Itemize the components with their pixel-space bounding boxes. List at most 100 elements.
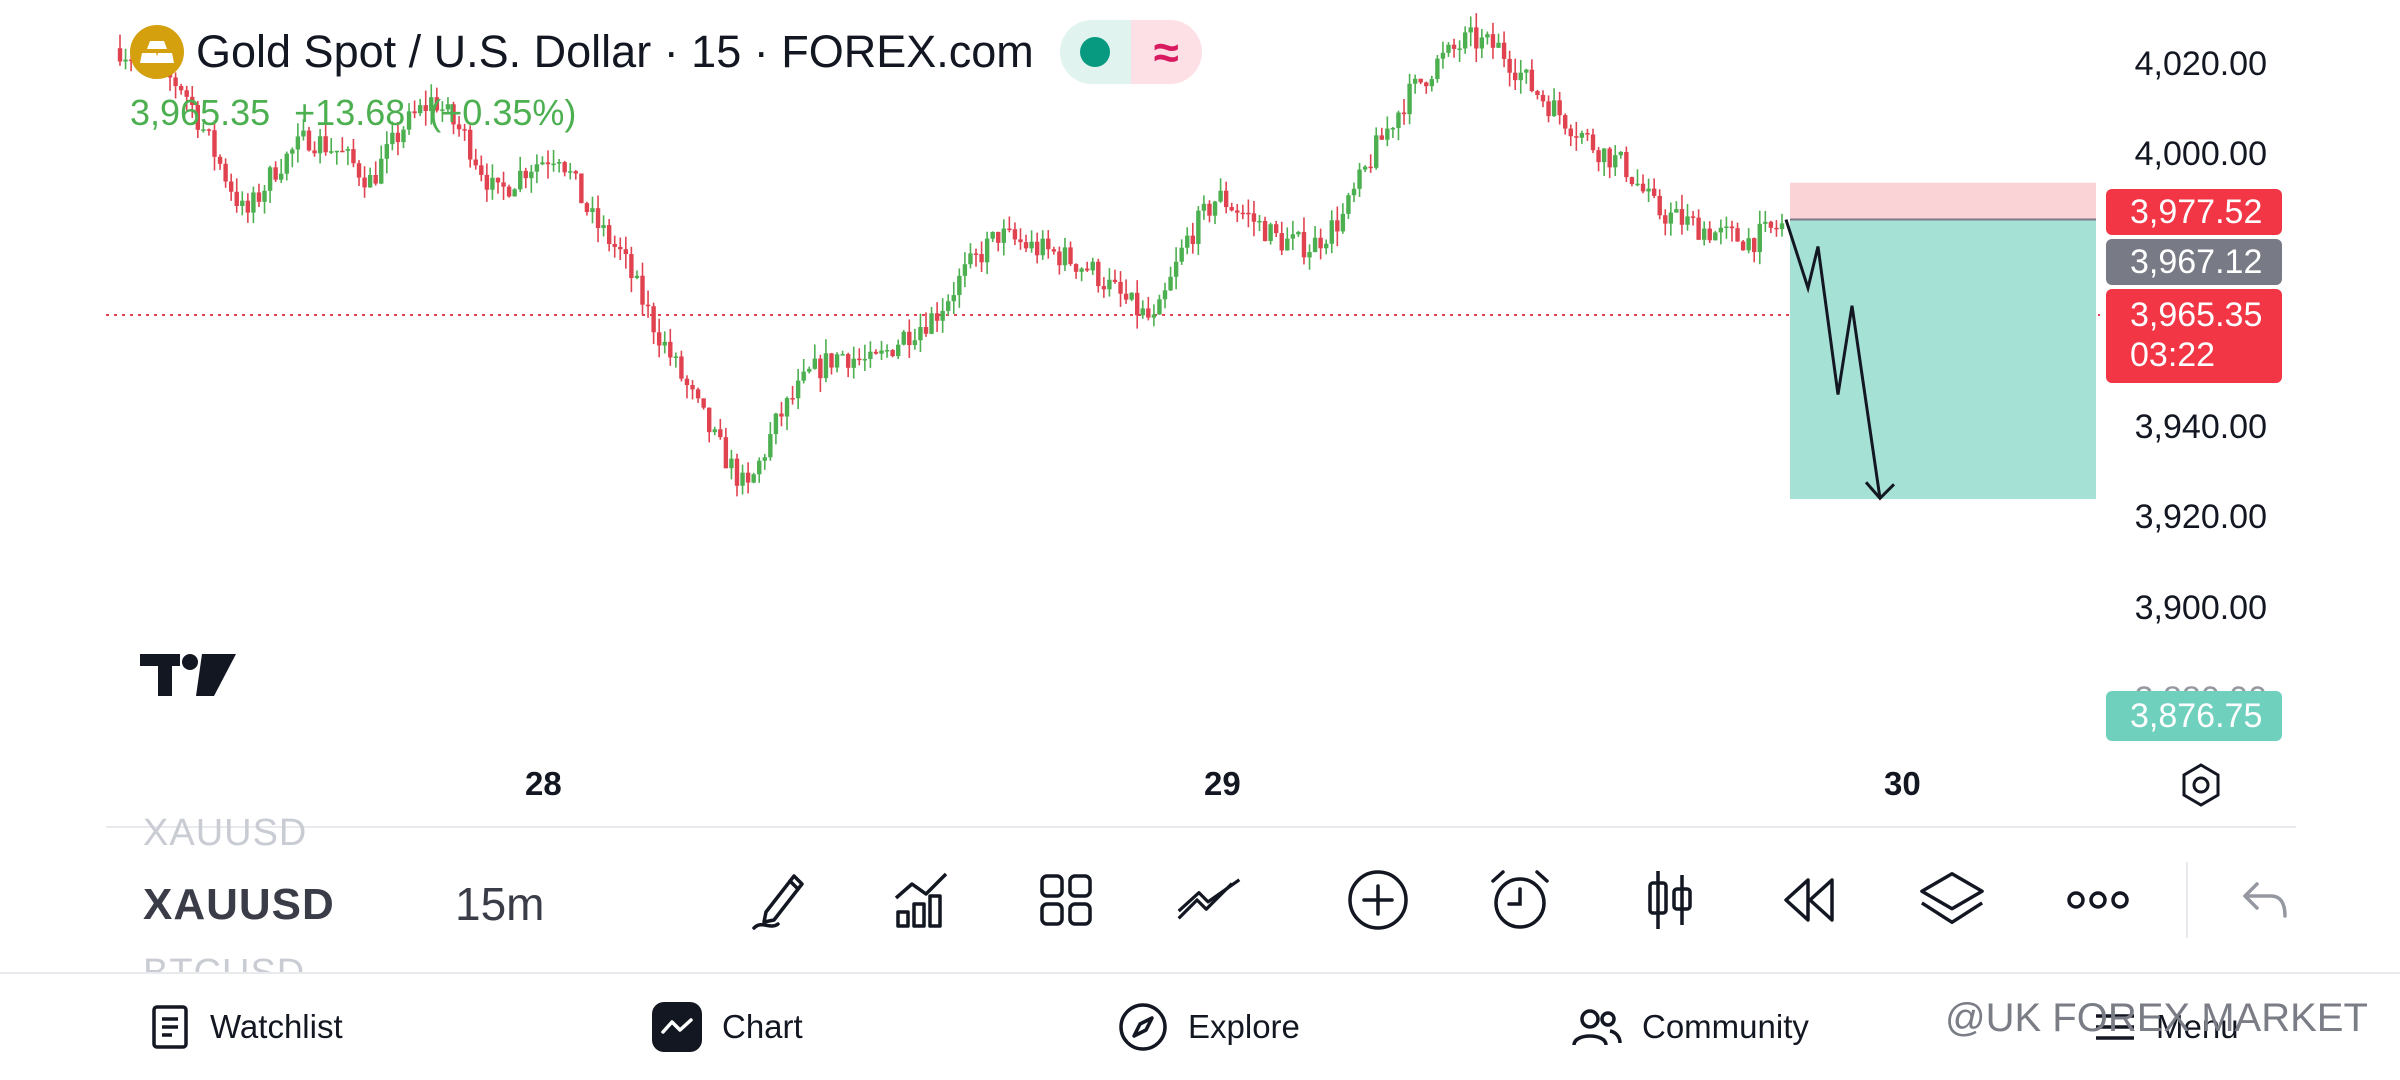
- symbol-picker-prev[interactable]: XAUUSD: [143, 812, 308, 854]
- candle: [1635, 183, 1640, 186]
- candle: [1312, 237, 1318, 253]
- candle: [1763, 221, 1768, 224]
- candle: [1068, 247, 1073, 265]
- candle: [1346, 195, 1351, 214]
- candle: [712, 429, 717, 433]
- candle: [1568, 128, 1573, 137]
- price-change: +13.68: [294, 92, 406, 133]
- candle: [340, 150, 345, 153]
- candle: [462, 129, 467, 131]
- more-icon[interactable]: [2064, 866, 2132, 934]
- candle: [879, 350, 884, 354]
- y-axis-label: 4,000.00: [2134, 135, 2267, 173]
- candle: [240, 200, 245, 206]
- pencil-icon[interactable]: [746, 866, 814, 934]
- interval-button[interactable]: 15m: [455, 878, 545, 930]
- candle: [190, 96, 195, 105]
- candle: [784, 398, 790, 417]
- candle: [329, 151, 334, 153]
- candle: [1546, 101, 1551, 117]
- candle: [1551, 100, 1557, 117]
- candles-layer: [117, 13, 1785, 497]
- take-profit-price-tag[interactable]: 3,876.75: [2106, 691, 2282, 741]
- candle: [612, 244, 617, 247]
- nav-explore[interactable]: Explore: [1118, 995, 1300, 1059]
- alert-icon[interactable]: [1486, 866, 1554, 934]
- candle: [1696, 217, 1701, 240]
- candle: [1457, 48, 1462, 50]
- projection-path[interactable]: [1784, 219, 1882, 499]
- candle: [606, 225, 612, 245]
- candle: [1129, 292, 1134, 300]
- candle: [1385, 128, 1390, 140]
- drawings-icon[interactable]: [1175, 866, 1243, 934]
- symbol-title[interactable]: Gold Spot / U.S. Dollar · 15 · FOREX.com: [196, 26, 1034, 77]
- candle: [1173, 261, 1179, 277]
- candle: [1440, 52, 1446, 59]
- candle: [1540, 94, 1546, 102]
- candle: [1029, 241, 1034, 249]
- add-icon[interactable]: [1344, 866, 1412, 934]
- candle: [901, 331, 906, 345]
- take-profit-zone[interactable]: [1790, 219, 2096, 500]
- candle: [1007, 228, 1012, 231]
- symbol-picker[interactable]: XAUUSD: [143, 880, 335, 929]
- candle: [851, 358, 856, 368]
- x-axis-label: 29: [1204, 765, 1241, 802]
- candle: [862, 358, 868, 361]
- candle: [1084, 268, 1090, 271]
- candle: [1218, 190, 1223, 202]
- nav-community[interactable]: Community: [1572, 995, 1809, 1059]
- candle: [568, 171, 573, 173]
- nav-chart[interactable]: Chart: [652, 995, 803, 1059]
- gold-bars-icon: [130, 25, 184, 79]
- candle: [1301, 231, 1307, 258]
- candle: [718, 429, 723, 438]
- candle: [278, 173, 284, 180]
- symbol-header[interactable]: Gold Spot / U.S. Dollar · 15 · FOREX.com…: [130, 20, 1202, 84]
- candle: [1707, 228, 1712, 241]
- price-chart[interactable]: [0, 0, 2100, 820]
- chart-type-icon[interactable]: [1636, 866, 1704, 934]
- candle: [845, 354, 851, 368]
- stop-loss-price-tag[interactable]: 3,977.52: [2106, 189, 2282, 235]
- bar-countdown: 03:22: [2130, 336, 2216, 374]
- candle: [1285, 238, 1290, 251]
- status-pill[interactable]: ≈: [1059, 20, 1202, 84]
- chart-area[interactable]: Gold Spot / U.S. Dollar · 15 · FOREX.com…: [0, 0, 2400, 820]
- candle: [540, 162, 545, 165]
- symbol-picker-next[interactable]: BTCUSD: [143, 952, 306, 974]
- templates-icon[interactable]: [1032, 866, 1100, 934]
- candle: [434, 97, 440, 111]
- nav-watchlist[interactable]: Watchlist: [150, 995, 343, 1059]
- candle: [1768, 221, 1774, 228]
- candle: [601, 225, 606, 228]
- candle: [1112, 279, 1118, 283]
- candle: [1557, 100, 1562, 116]
- x-axis-label: 28: [525, 765, 562, 802]
- candle: [451, 104, 456, 125]
- stop-loss-zone[interactable]: [1790, 182, 2096, 220]
- candle: [1424, 82, 1429, 87]
- candle: [412, 111, 417, 114]
- candle: [584, 203, 590, 213]
- candle: [573, 171, 578, 174]
- chart-settings-icon[interactable]: [2178, 762, 2224, 813]
- indicators-icon[interactable]: [888, 866, 956, 934]
- candle: [1724, 226, 1729, 229]
- nav-menu[interactable]: Menu: [2094, 995, 2239, 1059]
- layers-icon[interactable]: [1918, 866, 1986, 934]
- candle: [1418, 78, 1423, 83]
- candle: [1446, 44, 1451, 53]
- candle: [1185, 235, 1190, 248]
- entry-price-tag[interactable]: 3,967.12: [2106, 239, 2282, 285]
- candle: [1607, 148, 1612, 168]
- candle: [562, 162, 567, 173]
- candle: [868, 351, 873, 359]
- candle: [1268, 224, 1273, 242]
- candle: [1646, 188, 1651, 192]
- undo-icon[interactable]: [2232, 866, 2300, 934]
- candle: [445, 104, 451, 110]
- replay-icon[interactable]: [1776, 866, 1844, 934]
- watermark: @UK FOREX MARKET: [1945, 996, 2368, 1040]
